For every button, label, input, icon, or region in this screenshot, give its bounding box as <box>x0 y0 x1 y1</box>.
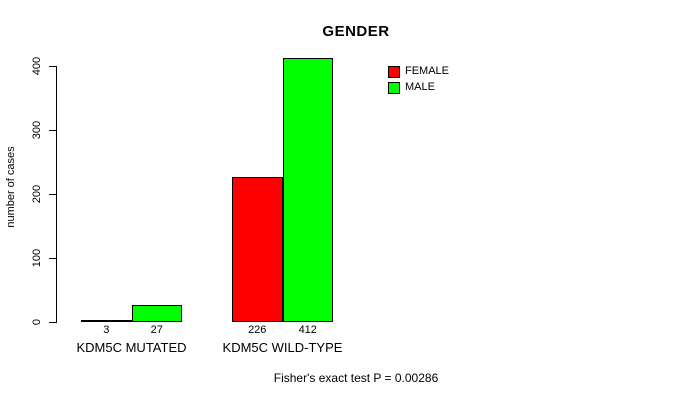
y-tick-label: 0 <box>31 318 43 326</box>
category-label-kdm5c-mutated: KDM5C MUTATED <box>76 340 187 355</box>
bar-value-label: 3 <box>103 324 110 336</box>
fisher-test-annotation: Fisher's exact test P = 0.00286 <box>273 371 439 385</box>
legend-label: MALE <box>405 81 435 93</box>
chart-title: GENDER <box>322 23 390 40</box>
y-axis-label: number of cases <box>5 146 17 228</box>
bar-male-kdm5c-wild-type <box>282 58 333 322</box>
y-tick-label: 200 <box>31 184 43 204</box>
bar-female-kdm5c-mutated <box>81 320 132 322</box>
y-tick-mark <box>49 258 56 259</box>
y-axis-line <box>56 66 57 323</box>
legend: FEMALE MALE <box>388 64 449 96</box>
y-tick-mark <box>49 130 56 131</box>
male-color-swatch <box>388 81 400 94</box>
bar-male-kdm5c-mutated <box>131 304 182 322</box>
bar-female-kdm5c-wild-type <box>232 177 283 322</box>
bar-value-label: 226 <box>248 324 267 336</box>
y-tick-mark <box>49 322 56 323</box>
female-color-swatch <box>388 65 400 78</box>
bar-value-label: 27 <box>150 324 163 336</box>
y-tick-label: 300 <box>31 120 43 140</box>
y-tick-label: 100 <box>31 248 43 268</box>
y-tick-mark <box>49 66 56 67</box>
legend-item-female: FEMALE <box>388 64 449 79</box>
y-tick-mark <box>49 194 56 195</box>
y-tick-label: 400 <box>31 56 43 76</box>
category-label-kdm5c-wild-type: KDM5C WILD-TYPE <box>222 340 343 355</box>
legend-item-male: MALE <box>388 80 449 95</box>
legend-label: FEMALE <box>405 65 450 77</box>
bar-value-label: 412 <box>298 324 317 336</box>
